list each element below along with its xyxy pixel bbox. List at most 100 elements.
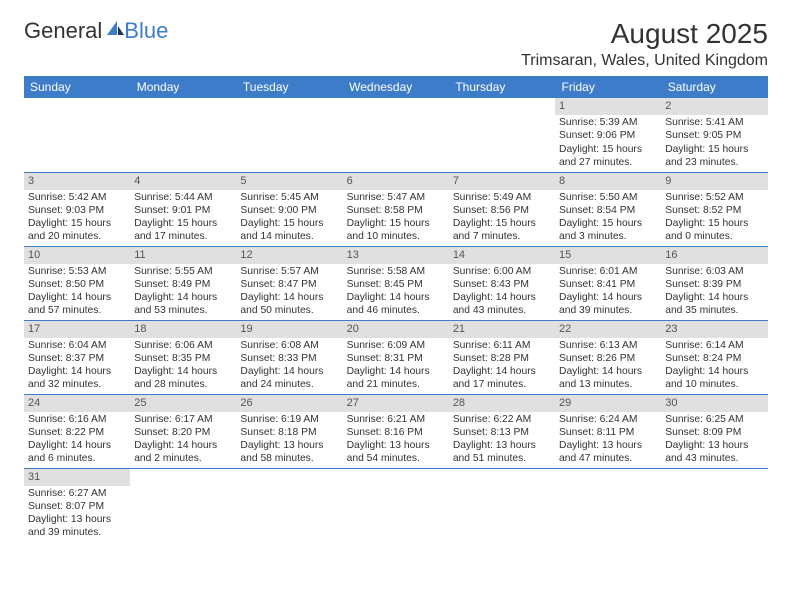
calendar-cell bbox=[236, 98, 342, 172]
calendar-cell: 6Sunrise: 5:47 AMSunset: 8:58 PMDaylight… bbox=[343, 172, 449, 246]
day-details: Sunrise: 6:13 AMSunset: 8:26 PMDaylight:… bbox=[555, 338, 661, 394]
calendar-cell: 24Sunrise: 6:16 AMSunset: 8:22 PMDayligh… bbox=[24, 394, 130, 468]
day-details: Sunrise: 6:00 AMSunset: 8:43 PMDaylight:… bbox=[449, 264, 555, 320]
day-number: 28 bbox=[449, 395, 555, 412]
calendar-row: 24Sunrise: 6:16 AMSunset: 8:22 PMDayligh… bbox=[24, 394, 768, 468]
day-details: Sunrise: 5:44 AMSunset: 9:01 PMDaylight:… bbox=[130, 190, 236, 246]
calendar-cell bbox=[449, 468, 555, 542]
calendar-cell: 21Sunrise: 6:11 AMSunset: 8:28 PMDayligh… bbox=[449, 320, 555, 394]
calendar-row: 17Sunrise: 6:04 AMSunset: 8:37 PMDayligh… bbox=[24, 320, 768, 394]
calendar-cell: 2Sunrise: 5:41 AMSunset: 9:05 PMDaylight… bbox=[661, 98, 767, 172]
calendar-cell: 1Sunrise: 5:39 AMSunset: 9:06 PMDaylight… bbox=[555, 98, 661, 172]
day-number: 30 bbox=[661, 395, 767, 412]
calendar-cell: 30Sunrise: 6:25 AMSunset: 8:09 PMDayligh… bbox=[661, 394, 767, 468]
day-number: 18 bbox=[130, 321, 236, 338]
calendar-cell: 4Sunrise: 5:44 AMSunset: 9:01 PMDaylight… bbox=[130, 172, 236, 246]
day-number: 1 bbox=[555, 98, 661, 115]
title-block: August 2025 Trimsaran, Wales, United Kin… bbox=[521, 18, 768, 70]
day-number: 31 bbox=[24, 469, 130, 486]
calendar-cell bbox=[130, 98, 236, 172]
day-number: 6 bbox=[343, 173, 449, 190]
calendar-row: 1Sunrise: 5:39 AMSunset: 9:06 PMDaylight… bbox=[24, 98, 768, 172]
logo: General Blue bbox=[24, 18, 168, 44]
calendar-cell: 27Sunrise: 6:21 AMSunset: 8:16 PMDayligh… bbox=[343, 394, 449, 468]
dow-header: Monday bbox=[130, 76, 236, 98]
day-details: Sunrise: 5:58 AMSunset: 8:45 PMDaylight:… bbox=[343, 264, 449, 320]
day-details: Sunrise: 5:53 AMSunset: 8:50 PMDaylight:… bbox=[24, 264, 130, 320]
calendar-cell: 18Sunrise: 6:06 AMSunset: 8:35 PMDayligh… bbox=[130, 320, 236, 394]
calendar-cell bbox=[343, 468, 449, 542]
day-details: Sunrise: 6:14 AMSunset: 8:24 PMDaylight:… bbox=[661, 338, 767, 394]
day-details: Sunrise: 5:55 AMSunset: 8:49 PMDaylight:… bbox=[130, 264, 236, 320]
logo-text-2: Blue bbox=[124, 18, 168, 44]
day-number: 22 bbox=[555, 321, 661, 338]
calendar-cell: 25Sunrise: 6:17 AMSunset: 8:20 PMDayligh… bbox=[130, 394, 236, 468]
day-details: Sunrise: 5:52 AMSunset: 8:52 PMDaylight:… bbox=[661, 190, 767, 246]
day-details: Sunrise: 6:09 AMSunset: 8:31 PMDaylight:… bbox=[343, 338, 449, 394]
day-number: 17 bbox=[24, 321, 130, 338]
calendar-cell: 7Sunrise: 5:49 AMSunset: 8:56 PMDaylight… bbox=[449, 172, 555, 246]
day-details: Sunrise: 6:21 AMSunset: 8:16 PMDaylight:… bbox=[343, 412, 449, 468]
calendar-row: 31Sunrise: 6:27 AMSunset: 8:07 PMDayligh… bbox=[24, 468, 768, 542]
calendar-body: 1Sunrise: 5:39 AMSunset: 9:06 PMDaylight… bbox=[24, 98, 768, 542]
calendar-cell bbox=[555, 468, 661, 542]
day-number: 13 bbox=[343, 247, 449, 264]
day-number: 24 bbox=[24, 395, 130, 412]
calendar-cell: 26Sunrise: 6:19 AMSunset: 8:18 PMDayligh… bbox=[236, 394, 342, 468]
day-number: 5 bbox=[236, 173, 342, 190]
calendar-cell bbox=[661, 468, 767, 542]
calendar-cell bbox=[343, 98, 449, 172]
day-number: 26 bbox=[236, 395, 342, 412]
logo-text-1: General bbox=[24, 18, 102, 44]
calendar-cell: 3Sunrise: 5:42 AMSunset: 9:03 PMDaylight… bbox=[24, 172, 130, 246]
day-details: Sunrise: 5:57 AMSunset: 8:47 PMDaylight:… bbox=[236, 264, 342, 320]
day-number: 7 bbox=[449, 173, 555, 190]
day-number: 16 bbox=[661, 247, 767, 264]
calendar-cell: 28Sunrise: 6:22 AMSunset: 8:13 PMDayligh… bbox=[449, 394, 555, 468]
day-details: Sunrise: 5:41 AMSunset: 9:05 PMDaylight:… bbox=[661, 115, 767, 171]
calendar-cell: 17Sunrise: 6:04 AMSunset: 8:37 PMDayligh… bbox=[24, 320, 130, 394]
calendar-cell: 29Sunrise: 6:24 AMSunset: 8:11 PMDayligh… bbox=[555, 394, 661, 468]
day-details: Sunrise: 6:04 AMSunset: 8:37 PMDaylight:… bbox=[24, 338, 130, 394]
day-number: 8 bbox=[555, 173, 661, 190]
day-number: 27 bbox=[343, 395, 449, 412]
day-number: 29 bbox=[555, 395, 661, 412]
day-details: Sunrise: 6:03 AMSunset: 8:39 PMDaylight:… bbox=[661, 264, 767, 320]
day-number: 14 bbox=[449, 247, 555, 264]
day-details: Sunrise: 6:01 AMSunset: 8:41 PMDaylight:… bbox=[555, 264, 661, 320]
day-details: Sunrise: 5:47 AMSunset: 8:58 PMDaylight:… bbox=[343, 190, 449, 246]
day-details: Sunrise: 6:08 AMSunset: 8:33 PMDaylight:… bbox=[236, 338, 342, 394]
day-number: 23 bbox=[661, 321, 767, 338]
day-details: Sunrise: 6:19 AMSunset: 8:18 PMDaylight:… bbox=[236, 412, 342, 468]
logo-sail-icon bbox=[104, 18, 126, 44]
dow-header: Wednesday bbox=[343, 76, 449, 98]
day-details: Sunrise: 5:42 AMSunset: 9:03 PMDaylight:… bbox=[24, 190, 130, 246]
day-number: 9 bbox=[661, 173, 767, 190]
calendar-row: 10Sunrise: 5:53 AMSunset: 8:50 PMDayligh… bbox=[24, 246, 768, 320]
calendar-cell: 5Sunrise: 5:45 AMSunset: 9:00 PMDaylight… bbox=[236, 172, 342, 246]
day-details: Sunrise: 5:49 AMSunset: 8:56 PMDaylight:… bbox=[449, 190, 555, 246]
calendar-cell: 23Sunrise: 6:14 AMSunset: 8:24 PMDayligh… bbox=[661, 320, 767, 394]
dow-header: Thursday bbox=[449, 76, 555, 98]
calendar-cell bbox=[236, 468, 342, 542]
calendar-cell bbox=[130, 468, 236, 542]
calendar-cell: 16Sunrise: 6:03 AMSunset: 8:39 PMDayligh… bbox=[661, 246, 767, 320]
calendar-head: SundayMondayTuesdayWednesdayThursdayFrid… bbox=[24, 76, 768, 98]
day-number: 12 bbox=[236, 247, 342, 264]
day-details: Sunrise: 5:39 AMSunset: 9:06 PMDaylight:… bbox=[555, 115, 661, 171]
day-number: 10 bbox=[24, 247, 130, 264]
month-title: August 2025 bbox=[521, 18, 768, 50]
day-number: 15 bbox=[555, 247, 661, 264]
day-details: Sunrise: 5:45 AMSunset: 9:00 PMDaylight:… bbox=[236, 190, 342, 246]
calendar-cell: 20Sunrise: 6:09 AMSunset: 8:31 PMDayligh… bbox=[343, 320, 449, 394]
day-details: Sunrise: 6:11 AMSunset: 8:28 PMDaylight:… bbox=[449, 338, 555, 394]
day-number: 19 bbox=[236, 321, 342, 338]
calendar-cell bbox=[449, 98, 555, 172]
day-number: 4 bbox=[130, 173, 236, 190]
location: Trimsaran, Wales, United Kingdom bbox=[521, 52, 768, 70]
day-number: 2 bbox=[661, 98, 767, 115]
day-details: Sunrise: 5:50 AMSunset: 8:54 PMDaylight:… bbox=[555, 190, 661, 246]
calendar-cell: 8Sunrise: 5:50 AMSunset: 8:54 PMDaylight… bbox=[555, 172, 661, 246]
day-details: Sunrise: 6:16 AMSunset: 8:22 PMDaylight:… bbox=[24, 412, 130, 468]
dow-header: Sunday bbox=[24, 76, 130, 98]
